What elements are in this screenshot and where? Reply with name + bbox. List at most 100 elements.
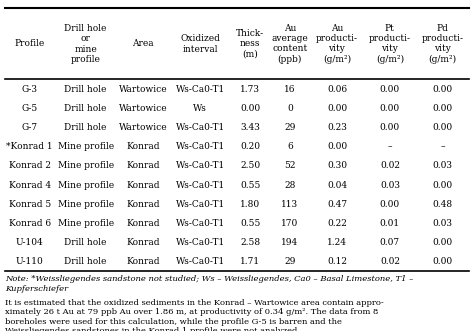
Text: 1.73: 1.73 xyxy=(240,84,260,94)
Text: 0.03: 0.03 xyxy=(433,161,453,170)
Text: Ws-Ca0-T1: Ws-Ca0-T1 xyxy=(176,180,225,190)
Text: –: – xyxy=(388,142,392,151)
Text: 2.58: 2.58 xyxy=(240,238,260,247)
Text: Ws-Ca0-T1: Ws-Ca0-T1 xyxy=(176,161,225,170)
Text: Mine profile: Mine profile xyxy=(57,142,114,151)
Text: 0.48: 0.48 xyxy=(433,200,453,209)
Text: Konrad: Konrad xyxy=(126,180,160,190)
Text: Drill hole: Drill hole xyxy=(64,84,107,94)
Text: 0.00: 0.00 xyxy=(380,200,400,209)
Text: 170: 170 xyxy=(281,219,299,228)
Text: Konrad: Konrad xyxy=(126,200,160,209)
Text: 0.22: 0.22 xyxy=(327,219,347,228)
Text: 0.20: 0.20 xyxy=(240,142,260,151)
Text: Konrad 4: Konrad 4 xyxy=(9,180,51,190)
Text: 29: 29 xyxy=(284,123,296,132)
Text: Oxidized
interval: Oxidized interval xyxy=(180,34,220,54)
Text: Mine profile: Mine profile xyxy=(57,200,114,209)
Text: Konrad 2: Konrad 2 xyxy=(9,161,51,170)
Text: 0.04: 0.04 xyxy=(327,180,347,190)
Text: 0.02: 0.02 xyxy=(380,161,400,170)
Text: Mine profile: Mine profile xyxy=(57,161,114,170)
Text: Konrad 5: Konrad 5 xyxy=(9,200,51,209)
Text: Profile: Profile xyxy=(15,39,45,48)
Text: 0.00: 0.00 xyxy=(380,123,400,132)
Text: Note: *Weissliegendes sandstone not studied; Ws – Weissliegendes, Ca0 – Basal Li: Note: *Weissliegendes sandstone not stud… xyxy=(5,275,413,293)
Text: 1.80: 1.80 xyxy=(240,200,260,209)
Text: 0.00: 0.00 xyxy=(327,142,347,151)
Text: Pt
producti-
vity
(g/m²): Pt producti- vity (g/m²) xyxy=(369,24,411,64)
Text: 1.24: 1.24 xyxy=(327,238,347,247)
Text: 0.00: 0.00 xyxy=(240,104,260,113)
Text: 0.55: 0.55 xyxy=(240,180,260,190)
Text: Pd
producti-
vity
(g/m²): Pd producti- vity (g/m²) xyxy=(422,24,464,64)
Text: Wartowice: Wartowice xyxy=(118,84,167,94)
Text: Ws-Ca0-T1: Ws-Ca0-T1 xyxy=(176,238,225,247)
Text: U-110: U-110 xyxy=(16,257,44,266)
Text: 1.71: 1.71 xyxy=(240,257,260,266)
Text: Mine profile: Mine profile xyxy=(57,180,114,190)
Text: 16: 16 xyxy=(284,84,296,94)
Text: Ws-Ca0-T1: Ws-Ca0-T1 xyxy=(176,123,225,132)
Text: 0.30: 0.30 xyxy=(327,161,347,170)
Text: Drill hole
or
mine
profile: Drill hole or mine profile xyxy=(64,24,107,64)
Text: Wartowice: Wartowice xyxy=(118,104,167,113)
Text: G-5: G-5 xyxy=(22,104,38,113)
Text: U-104: U-104 xyxy=(16,238,44,247)
Text: Konrad 6: Konrad 6 xyxy=(9,219,51,228)
Text: Wartowice: Wartowice xyxy=(118,123,167,132)
Text: Area: Area xyxy=(132,39,154,48)
Text: Ws-Ca0-T1: Ws-Ca0-T1 xyxy=(176,200,225,209)
Text: Ws: Ws xyxy=(193,104,207,113)
Text: 0.00: 0.00 xyxy=(433,180,453,190)
Text: Drill hole: Drill hole xyxy=(64,238,107,247)
Text: 0.03: 0.03 xyxy=(433,219,453,228)
Text: 113: 113 xyxy=(282,200,299,209)
Text: 0.07: 0.07 xyxy=(380,238,400,247)
Text: 0.55: 0.55 xyxy=(240,219,260,228)
Text: 52: 52 xyxy=(284,161,296,170)
Text: Au
producti-
vity
(g/m²): Au producti- vity (g/m²) xyxy=(316,24,358,64)
Text: Konrad: Konrad xyxy=(126,257,160,266)
Text: 0.00: 0.00 xyxy=(380,104,400,113)
Text: 0.00: 0.00 xyxy=(380,84,400,94)
Text: 0.02: 0.02 xyxy=(380,257,400,266)
Text: 0.00: 0.00 xyxy=(433,84,453,94)
Text: 0.00: 0.00 xyxy=(433,123,453,132)
Text: 0.06: 0.06 xyxy=(327,84,347,94)
Text: 0.12: 0.12 xyxy=(327,257,347,266)
Text: 28: 28 xyxy=(284,180,296,190)
Text: 0: 0 xyxy=(287,104,293,113)
Text: Drill hole: Drill hole xyxy=(64,123,107,132)
Text: –: – xyxy=(440,142,445,151)
Text: 0.01: 0.01 xyxy=(380,219,400,228)
Text: Konrad: Konrad xyxy=(126,142,160,151)
Text: Ws-Ca0-T1: Ws-Ca0-T1 xyxy=(176,219,225,228)
Text: G-3: G-3 xyxy=(22,84,38,94)
Text: 0.00: 0.00 xyxy=(433,238,453,247)
Text: 194: 194 xyxy=(281,238,299,247)
Text: Ws-Ca0-T1: Ws-Ca0-T1 xyxy=(176,142,225,151)
Text: *Konrad 1: *Konrad 1 xyxy=(7,142,53,151)
Text: Au
average
content
(ppb): Au average content (ppb) xyxy=(272,24,308,64)
Text: 0.47: 0.47 xyxy=(327,200,347,209)
Text: Drill hole: Drill hole xyxy=(64,257,107,266)
Text: Konrad: Konrad xyxy=(126,219,160,228)
Text: Thick-
ness
(m): Thick- ness (m) xyxy=(236,29,264,59)
Text: Konrad: Konrad xyxy=(126,238,160,247)
Text: 0.00: 0.00 xyxy=(433,104,453,113)
Text: G-7: G-7 xyxy=(22,123,38,132)
Text: 3.43: 3.43 xyxy=(240,123,260,132)
Text: 0.23: 0.23 xyxy=(327,123,347,132)
Text: 0.00: 0.00 xyxy=(433,257,453,266)
Text: Mine profile: Mine profile xyxy=(57,219,114,228)
Text: 0.00: 0.00 xyxy=(327,104,347,113)
Text: 6: 6 xyxy=(287,142,293,151)
Text: Ws-Ca0-T1: Ws-Ca0-T1 xyxy=(176,84,225,94)
Text: 29: 29 xyxy=(284,257,296,266)
Text: 2.50: 2.50 xyxy=(240,161,260,170)
Text: 0.03: 0.03 xyxy=(380,180,400,190)
Text: Drill hole: Drill hole xyxy=(64,104,107,113)
Text: Konrad: Konrad xyxy=(126,161,160,170)
Text: It is estimated that the oxidized sediments in the Konrad – Wartowice area conta: It is estimated that the oxidized sedime… xyxy=(5,299,383,331)
